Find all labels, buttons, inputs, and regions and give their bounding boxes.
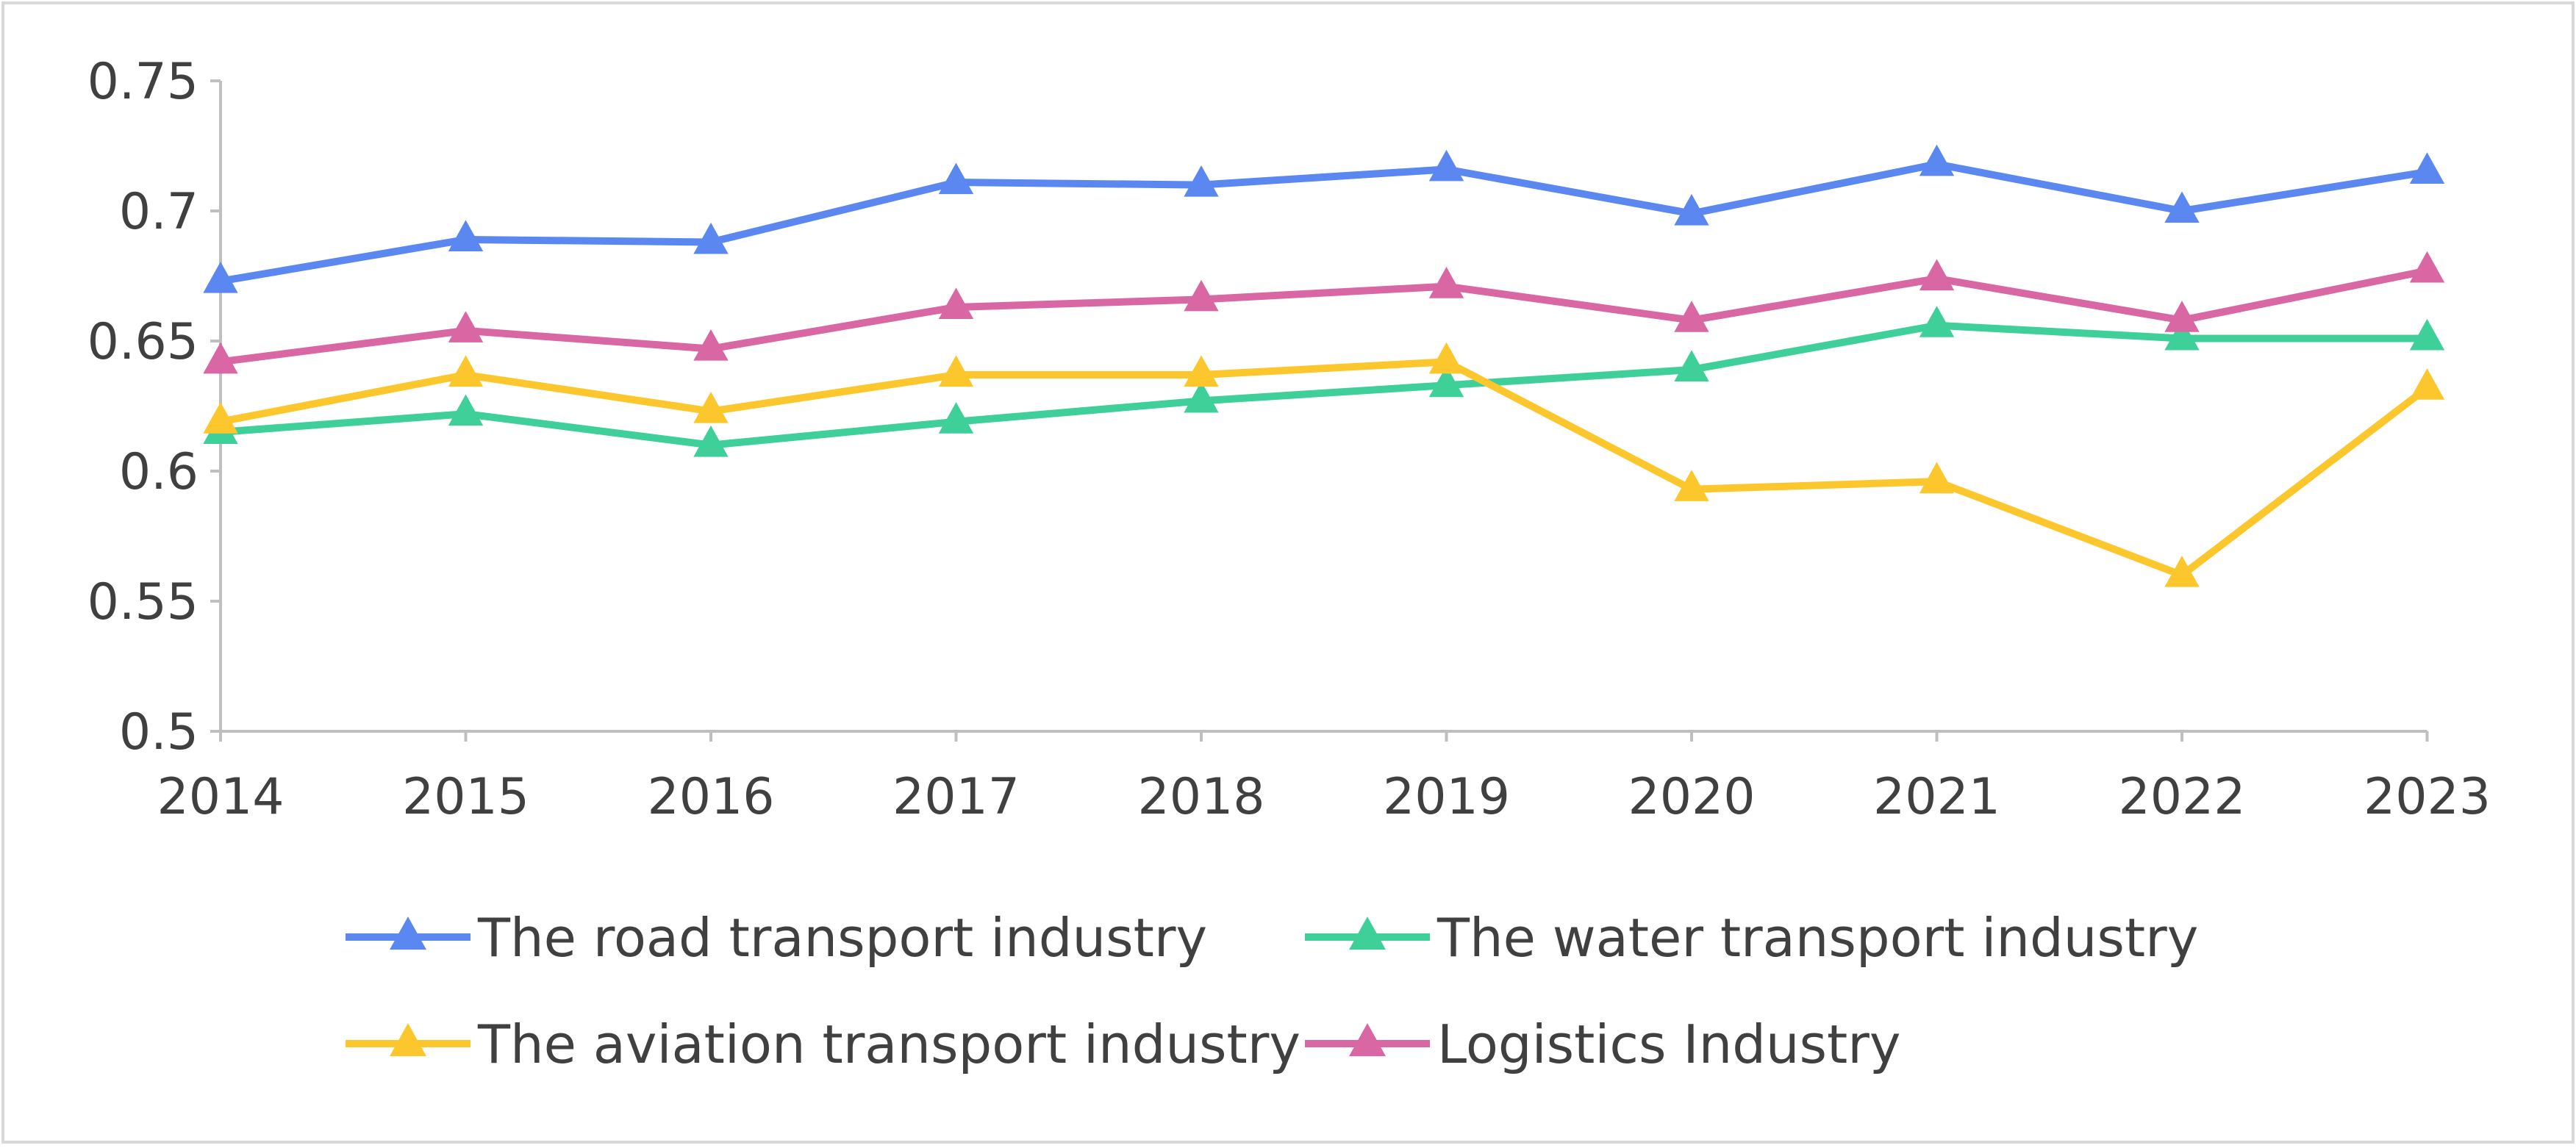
y-tick-label: 0.6: [119, 443, 198, 501]
data-point-triangle: [1184, 355, 1219, 387]
data-point-triangle: [1674, 470, 1709, 501]
data-point-triangle: [2409, 251, 2445, 283]
data-point-triangle: [1674, 193, 1709, 226]
legend: The road transport industry The water tra…: [346, 907, 2198, 1075]
data-point-triangle: [938, 402, 974, 434]
data-point-triangle: [448, 355, 484, 387]
series-3: [203, 342, 2445, 587]
data-point-triangle: [1184, 165, 1219, 197]
axes: 0.5 0.55 0.6 0.65 0.7 0.75 2014 2015 2016 2017 201…: [87, 53, 2491, 826]
x-tick-label: 2023: [2364, 768, 2491, 826]
data-point-triangle: [1428, 149, 1464, 182]
legend-label: Logistics Industry: [1437, 1014, 1901, 1075]
x-tick-label: 2015: [402, 768, 529, 826]
data-point-triangle: [938, 162, 974, 195]
x-tick-label: 2019: [1383, 768, 1510, 826]
data-point-triangle: [2164, 191, 2200, 223]
data-point-triangle: [693, 222, 729, 254]
data-point-triangle: [203, 342, 238, 374]
data-point-triangle: [2409, 152, 2445, 184]
x-tick-label: 2021: [1873, 768, 2000, 826]
legend-item: The water transport industry: [1305, 907, 2198, 969]
legend-swatch-triangle: [1349, 916, 1386, 950]
series-layer: [203, 144, 2445, 587]
legend-swatch-triangle: [390, 916, 426, 950]
legend-swatch-triangle: [1349, 1023, 1386, 1057]
series-1: [203, 144, 2445, 293]
y-tick-label: 0.55: [87, 573, 198, 631]
data-point-triangle: [2409, 368, 2445, 400]
data-point-triangle: [1919, 259, 1955, 291]
data-point-triangle: [448, 311, 484, 342]
data-point-triangle: [1674, 350, 1709, 381]
data-point-triangle: [2409, 318, 2445, 351]
x-tick-label: 2022: [2118, 768, 2245, 826]
y-tick-label: 0.65: [87, 313, 198, 371]
x-tick-label: 2020: [1628, 768, 1755, 826]
data-point-triangle: [1674, 301, 1709, 332]
x-tick-label: 2018: [1137, 768, 1264, 826]
data-point-triangle: [693, 391, 729, 423]
data-point-triangle: [1919, 306, 1955, 337]
data-point-triangle: [2164, 301, 2200, 332]
legend-label: The aviation transport industry: [477, 1014, 1300, 1075]
data-point-triangle: [2164, 318, 2200, 351]
x-tick-label: 2014: [157, 768, 284, 826]
data-point-triangle: [448, 394, 484, 426]
series-2: [203, 306, 2445, 457]
data-point-triangle: [1184, 381, 1219, 413]
x-tick-label: 2016: [647, 768, 774, 826]
legend-label: The road transport industry: [477, 907, 1207, 969]
series-line: [217, 321, 2431, 449]
series-line: [217, 267, 2431, 366]
data-point-triangle: [1428, 267, 1464, 298]
data-point-triangle: [448, 220, 484, 251]
data-point-triangle: [2164, 555, 2200, 587]
data-point-triangle: [203, 402, 238, 434]
legend-swatch-triangle: [390, 1023, 426, 1057]
data-point-triangle: [203, 261, 238, 293]
data-point-triangle: [1919, 144, 1955, 176]
series-4: [203, 251, 2445, 374]
series-line: [217, 358, 2431, 579]
y-tick-label: 0.75: [87, 53, 198, 111]
data-point-triangle: [1919, 462, 1955, 494]
data-point-triangle: [693, 329, 729, 361]
data-point-triangle: [693, 425, 729, 457]
data-point-triangle: [938, 355, 974, 387]
data-point-triangle: [1184, 279, 1219, 312]
legend-label: The water transport industry: [1437, 907, 2198, 969]
data-point-triangle: [1428, 365, 1464, 398]
series-line: [217, 160, 2431, 285]
legend-item: The road transport industry: [346, 907, 1207, 969]
data-point-triangle: [938, 287, 974, 320]
legend-item: Logistics Industry: [1305, 1014, 1901, 1075]
legend-item: The aviation transport industry: [346, 1014, 1300, 1075]
y-tick-label: 0.7: [119, 183, 198, 241]
x-tick-label: 2017: [892, 768, 1020, 826]
data-point-triangle: [1428, 342, 1464, 374]
y-tick-label: 0.5: [119, 703, 198, 761]
